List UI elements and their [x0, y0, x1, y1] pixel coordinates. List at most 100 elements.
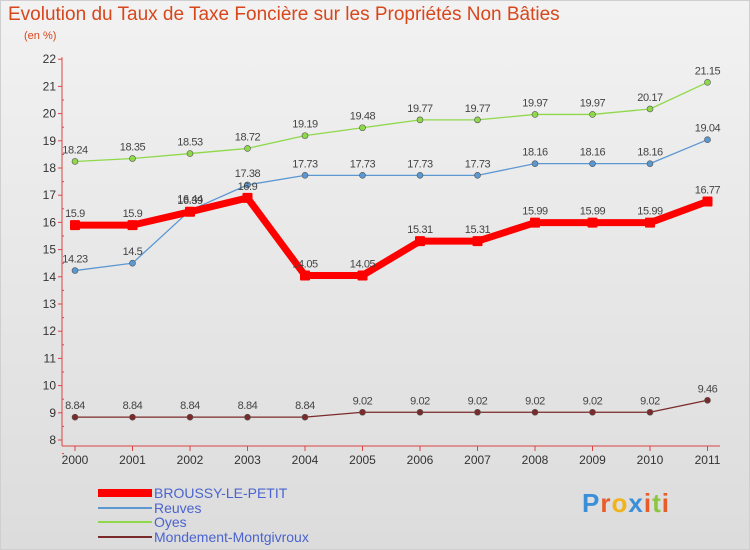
data-label-mondement-montgivroux: 8.84	[65, 400, 85, 412]
x-tick-label: 2009	[579, 453, 606, 467]
y-tick-label: 9	[49, 406, 56, 420]
data-point-mondement-montgivroux	[474, 408, 481, 416]
data-label-reuves: 17.73	[407, 158, 433, 170]
data-label-broussy-le-petit: 15.31	[407, 224, 433, 236]
data-label-mondement-montgivroux: 9.02	[583, 395, 603, 407]
data-label-oyes: 20.17	[637, 92, 663, 104]
logo-letter: P	[582, 488, 601, 518]
data-point-mondement-montgivroux	[704, 396, 711, 404]
y-tick-label: 16	[43, 215, 57, 229]
data-label-broussy-le-petit: 15.9	[65, 208, 85, 220]
y-tick-label: 12	[43, 324, 57, 338]
legend-label: Oyes	[154, 514, 187, 530]
data-point-reuves	[359, 172, 366, 179]
y-tick-label: 20	[43, 107, 57, 121]
y-tick-label: 10	[43, 379, 57, 393]
data-label-broussy-le-petit: 14.05	[350, 258, 376, 270]
data-point-oyes	[474, 116, 481, 124]
data-point-broussy-le-petit	[587, 217, 598, 228]
x-tick-label: 2005	[349, 453, 376, 467]
data-label-mondement-montgivroux: 9.02	[410, 395, 430, 407]
legend-label: BROUSSY-LE-PETIT	[154, 485, 288, 501]
data-label-broussy-le-petit: 16.77	[695, 184, 721, 196]
data-point-mondement-montgivroux	[416, 408, 424, 416]
x-tick-label: 2007	[464, 453, 491, 467]
data-point-oyes	[646, 105, 654, 113]
data-point-broussy-le-petit	[702, 196, 713, 207]
data-point-broussy-le-petit	[70, 220, 80, 231]
data-label-mondement-montgivroux: 9.02	[640, 395, 660, 407]
legend-swatch	[98, 489, 152, 497]
data-label-reuves: 17.73	[350, 158, 376, 170]
y-tick-label: 21	[43, 79, 57, 93]
x-tick-label: 2010	[637, 453, 664, 467]
data-label-broussy-le-petit: 16.9	[238, 181, 258, 193]
chart-title: Evolution du Taux de Taxe Foncière sur l…	[8, 4, 560, 25]
y-tick-label: 19	[43, 134, 57, 148]
data-point-broussy-le-petit	[645, 217, 655, 228]
data-label-mondement-montgivroux: 9.02	[353, 395, 373, 407]
data-label-mondement-montgivroux: 9.02	[525, 395, 545, 407]
data-label-reuves: 16.44	[177, 193, 203, 205]
logo-letter: o	[611, 488, 629, 518]
data-point-oyes	[704, 79, 711, 86]
data-point-mondement-montgivroux	[71, 413, 79, 421]
data-point-oyes	[589, 111, 596, 118]
data-label-mondement-montgivroux: 8.84	[180, 400, 200, 412]
data-point-mondement-montgivroux	[244, 413, 251, 421]
data-point-broussy-le-petit	[530, 217, 540, 228]
data-label-reuves: 18.16	[637, 147, 663, 159]
legend-label: Mondement-Montgivroux	[154, 528, 309, 545]
y-tick-label: 8	[49, 433, 56, 447]
data-label-oyes: 21.15	[695, 65, 721, 77]
data-point-reuves	[646, 160, 654, 167]
data-point-oyes	[129, 155, 136, 162]
data-point-reuves	[474, 172, 481, 179]
logo-letter: r	[600, 488, 612, 518]
y-tick-label: 17	[43, 188, 57, 202]
data-point-broussy-le-petit	[242, 192, 253, 203]
data-label-reuves: 14.5	[123, 246, 143, 258]
data-label-reuves: 19.04	[695, 123, 721, 135]
data-label-oyes: 19.97	[522, 97, 548, 109]
data-point-broussy-le-petit	[472, 236, 483, 247]
data-point-mondement-montgivroux	[129, 413, 136, 421]
data-label-broussy-le-petit: 15.9	[123, 208, 143, 220]
y-tick-label: 11	[44, 351, 57, 365]
data-point-broussy-le-petit	[300, 270, 310, 281]
series-line-reuves	[74, 139, 708, 272]
data-label-broussy-le-petit: 14.05	[292, 258, 318, 270]
data-label-mondement-montgivroux: 9.02	[468, 395, 488, 407]
data-point-broussy-le-petit	[357, 270, 368, 281]
data-point-oyes	[186, 150, 194, 157]
data-label-oyes: 19.19	[292, 119, 318, 131]
y-tick-label: 22	[43, 52, 57, 66]
data-label-oyes: 18.53	[177, 137, 203, 149]
data-label-oyes: 19.48	[350, 111, 376, 123]
y-tick-label: 13	[43, 297, 57, 311]
series-line-mondement-montgivroux	[75, 399, 708, 418]
data-label-mondement-montgivroux: 9.46	[698, 383, 718, 395]
data-point-oyes	[244, 145, 251, 152]
legend-swatch	[98, 535, 152, 538]
data-label-oyes: 18.35	[120, 141, 146, 153]
data-label-broussy-le-petit: 15.99	[580, 206, 606, 218]
data-point-reuves	[531, 160, 539, 167]
data-label-broussy-le-petit: 15.31	[465, 224, 491, 236]
data-point-oyes	[71, 158, 79, 165]
data-point-mondement-montgivroux	[186, 413, 194, 421]
data-label-broussy-le-petit: 15.99	[522, 206, 548, 218]
data-point-reuves	[129, 259, 136, 267]
x-tick-label: 2001	[119, 453, 146, 467]
data-point-oyes	[301, 132, 309, 139]
data-label-broussy-le-petit: 15.99	[637, 206, 663, 218]
legend-swatch	[98, 506, 152, 509]
data-label-reuves: 17.73	[292, 158, 318, 170]
data-point-mondement-montgivroux	[531, 408, 539, 416]
x-tick-label: 2006	[407, 453, 434, 467]
proxiti-logo: Proxiti	[582, 488, 670, 519]
y-tick-label: 14	[43, 270, 57, 284]
data-point-broussy-le-petit	[185, 206, 195, 217]
